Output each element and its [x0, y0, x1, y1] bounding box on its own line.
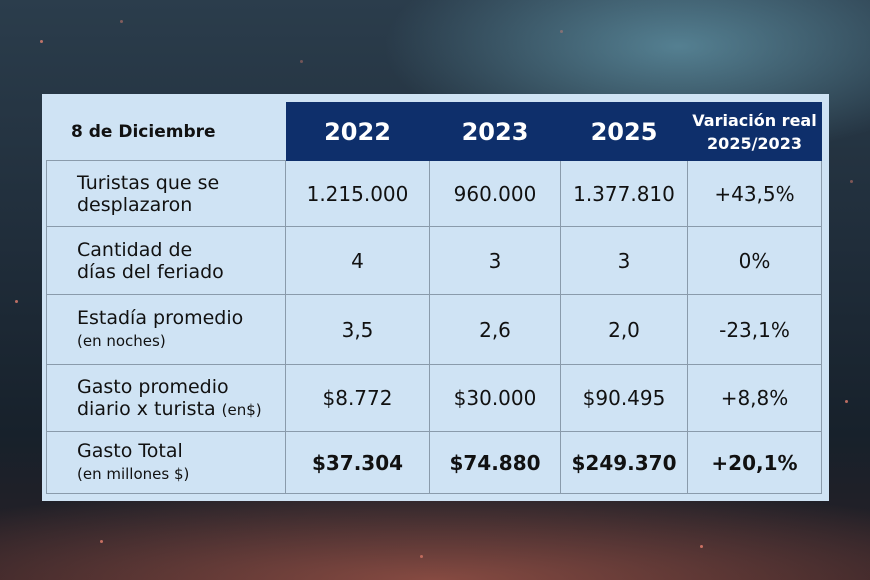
cell-variation: +8,8%: [687, 364, 822, 432]
row-label: Cantidad de días del feriado: [46, 226, 286, 295]
cell-2023: $74.880: [429, 431, 561, 494]
cell-2022: $37.304: [285, 431, 430, 494]
row-label-line: Turistas que se: [77, 171, 220, 194]
cell-2025: 3: [560, 226, 688, 295]
cell-2022: 4: [285, 226, 430, 295]
holiday-tourism-table: 8 de Diciembre 2022 2023 2025 Variación …: [46, 102, 822, 494]
row-label: Gasto Total (en millones $): [46, 431, 286, 494]
row-label: Estadía promedio (en noches): [46, 294, 286, 365]
table-row: Gasto promedio diario x turista (en$) $8…: [46, 364, 822, 432]
row-label-note: (en$): [221, 400, 262, 419]
table-row: Cantidad de días del feriado 4 3 3 0%: [46, 226, 822, 295]
header-variation: Variación real 2025/2023: [687, 102, 822, 161]
row-label: Gasto promedio diario x turista (en$): [46, 364, 286, 432]
header-2023: 2023: [429, 102, 561, 161]
header-2022: 2022: [285, 102, 430, 161]
row-label-line: diario x turista: [77, 397, 216, 420]
header-variation-line2: 2025/2023: [707, 133, 802, 153]
cell-2025: $249.370: [560, 431, 688, 494]
row-label-line: Estadía promedio: [77, 307, 244, 329]
table-title: 8 de Diciembre: [46, 102, 286, 161]
table-row-total: Gasto Total (en millones $) $37.304 $74.…: [46, 431, 822, 494]
cell-2023: 3: [429, 226, 561, 295]
row-label-line: desplazaron: [77, 193, 193, 216]
header-2025: 2025: [560, 102, 688, 161]
cell-2023: $30.000: [429, 364, 561, 432]
cell-2025: 1.377.810: [560, 160, 688, 227]
cell-2023: 960.000: [429, 160, 561, 227]
statistics-panel: 8 de Diciembre 2022 2023 2025 Variación …: [42, 94, 829, 501]
cell-2022: 3,5: [285, 294, 430, 365]
cell-variation: -23,1%: [687, 294, 822, 365]
header-row: 8 de Diciembre 2022 2023 2025 Variación …: [46, 102, 822, 161]
cell-variation: +43,5%: [687, 160, 822, 227]
row-label: Turistas que se desplazaron: [46, 160, 286, 227]
cell-2023: 2,6: [429, 294, 561, 365]
cell-2022: $8.772: [285, 364, 430, 432]
row-label-line: Gasto promedio: [77, 375, 229, 398]
cell-variation: +20,1%: [687, 431, 822, 494]
row-label-line: Gasto Total: [77, 440, 183, 462]
row-label-line: días del feriado: [77, 260, 224, 283]
header-variation-line1: Variación real: [692, 110, 817, 130]
cell-2022: 1.215.000: [285, 160, 430, 227]
table-row: Turistas que se desplazaron 1.215.000 96…: [46, 160, 822, 227]
cell-variation: 0%: [687, 226, 822, 295]
cell-2025: 2,0: [560, 294, 688, 365]
row-label-line: Cantidad de: [77, 238, 193, 261]
row-label-note: (en noches): [77, 332, 166, 350]
row-label-note: (en millones $): [77, 465, 190, 483]
table-row: Estadía promedio (en noches) 3,5 2,6 2,0…: [46, 294, 822, 365]
cell-2025: $90.495: [560, 364, 688, 432]
